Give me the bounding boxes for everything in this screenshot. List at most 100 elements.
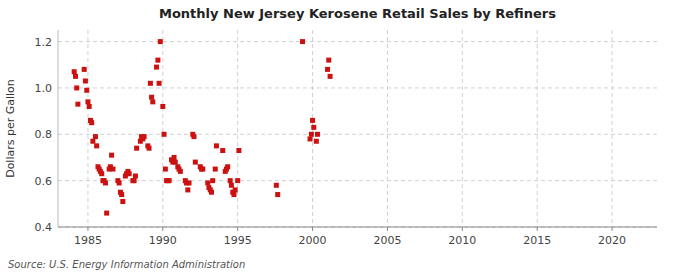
x-tick-label: 2000 [299, 234, 327, 247]
point [229, 183, 234, 188]
x-tick [387, 227, 388, 231]
point [315, 132, 320, 137]
grid [58, 30, 657, 227]
y-axis-line [58, 30, 59, 227]
point [110, 167, 115, 172]
point [155, 58, 160, 63]
grid-line-y [58, 227, 657, 228]
point [85, 99, 90, 104]
point [104, 211, 109, 216]
y-tick-label: 0.4 [35, 221, 53, 234]
source: Source: U.S. Energy Information Administ… [8, 259, 245, 270]
point [120, 199, 125, 204]
point [213, 167, 218, 172]
point [134, 146, 139, 151]
x-tick-label: 1985 [74, 234, 102, 247]
x-tick [537, 227, 538, 231]
point [178, 169, 183, 174]
point [142, 134, 147, 139]
grid-line-x [537, 30, 538, 227]
y-axis-label: Dollars per Gallon [4, 79, 17, 178]
point [133, 174, 138, 179]
point [75, 102, 80, 107]
grid-line-x [387, 30, 388, 227]
point [89, 120, 94, 125]
grid-line-x [462, 30, 463, 227]
x-tick-label: 2010 [448, 234, 476, 247]
y-tick-label: 1.0 [35, 82, 53, 95]
y-tick-label: 1.2 [35, 36, 53, 49]
y-tick-label: 0.6 [35, 175, 53, 188]
point [326, 58, 331, 63]
x-tick [237, 227, 238, 231]
point [314, 139, 319, 144]
point [310, 118, 315, 123]
x-tick-label: 1995 [224, 234, 252, 247]
x-tick-label: 2015 [523, 234, 551, 247]
point [220, 148, 225, 153]
point [150, 99, 155, 104]
point [328, 74, 333, 79]
point [147, 146, 152, 151]
grid-line-y [58, 87, 657, 88]
point [225, 164, 230, 169]
point [233, 187, 238, 192]
point [172, 155, 177, 160]
grid-line-x [87, 30, 88, 227]
grid-line-y [58, 41, 657, 42]
point [214, 143, 219, 148]
point [300, 39, 305, 44]
point [235, 178, 240, 183]
point [87, 104, 92, 109]
point [167, 178, 172, 183]
point [160, 104, 165, 109]
point [127, 171, 132, 176]
point [82, 67, 87, 72]
point [119, 192, 124, 197]
axes: 0.4 0.6 0.8 1.0 1.2 1985 1990 1995 2000 2005 2010 2… [35, 30, 658, 247]
title: Monthly New Jersey Kerosene Retail Sales… [159, 6, 556, 21]
point [274, 183, 279, 188]
point [193, 160, 198, 165]
point [158, 39, 163, 44]
point [200, 167, 205, 172]
grid-line-x [237, 30, 238, 227]
point [109, 153, 114, 158]
point [94, 143, 99, 148]
point [187, 180, 192, 185]
point [132, 178, 137, 183]
point [308, 136, 313, 141]
point [173, 160, 178, 165]
x-tick [462, 227, 463, 231]
point [209, 190, 214, 195]
point [149, 95, 154, 100]
point [325, 67, 330, 72]
x-tick [87, 227, 88, 231]
point [103, 180, 108, 185]
points [72, 39, 333, 216]
grid-line-y [58, 180, 657, 181]
x-tick-label: 2020 [598, 234, 626, 247]
x-axis-line [58, 227, 657, 228]
point [117, 180, 122, 185]
point [236, 148, 241, 153]
point [154, 65, 159, 70]
grid-line-y [58, 134, 657, 135]
point [309, 132, 314, 137]
point [162, 132, 167, 137]
point [99, 171, 104, 176]
x-tick [162, 227, 163, 231]
point [83, 78, 88, 83]
point [93, 134, 98, 139]
point [72, 69, 77, 74]
point [185, 187, 190, 192]
background [0, 0, 675, 275]
point [74, 85, 79, 90]
chart: Monthly New Jersey Kerosene Retail Sales… [0, 0, 675, 275]
point [163, 167, 168, 172]
x-tick-label: 1990 [149, 234, 177, 247]
x-tick-label: 2005 [373, 234, 401, 247]
x-tick [312, 227, 313, 231]
point [73, 74, 78, 79]
y-tick-label: 0.8 [35, 128, 53, 141]
